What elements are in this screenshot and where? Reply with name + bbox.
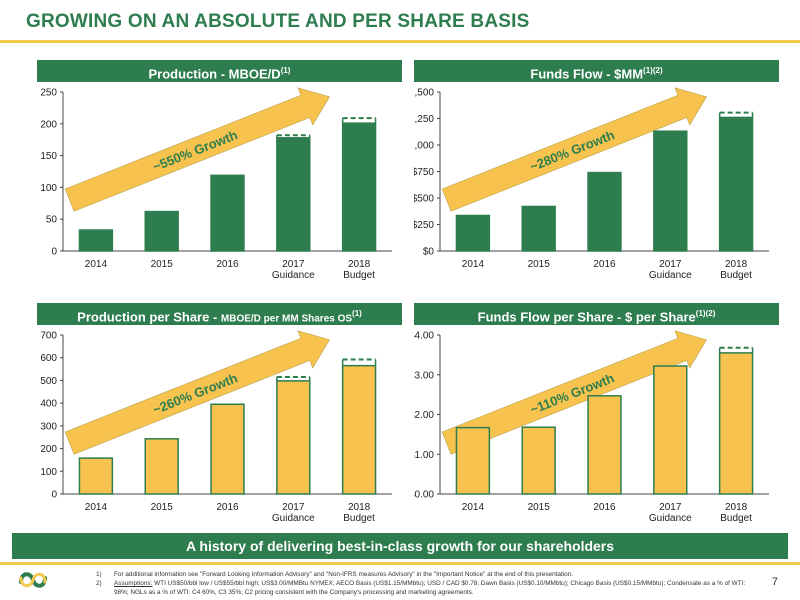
x-tick-label: 2014 — [85, 502, 108, 513]
tagline-banner: A history of delivering best-in-class gr… — [12, 533, 788, 559]
bar-2016 — [210, 174, 245, 252]
y-tick-label: $1.00 — [414, 450, 434, 461]
funds-flow-per-share-chart-title: Funds Flow per Share - $ per Share(1)(2) — [414, 303, 779, 325]
y-tick-label: $0 — [423, 247, 435, 258]
y-tick-label: $1,500 — [414, 88, 434, 99]
bar-2017 — [653, 365, 688, 495]
bar-2017 — [276, 137, 311, 252]
funds-flow-per-share-chart-panel: Funds Flow per Share - $ per Share(1)(2)… — [414, 303, 779, 524]
production-per-share-chart-title: Production per Share - MBOE/D per MM Sha… — [37, 303, 402, 325]
x-tick-label: Guidance — [649, 513, 692, 524]
company-logo-icon — [19, 572, 47, 588]
x-tick-label: 2018 — [348, 259, 371, 270]
x-tick-label: 2017 — [282, 259, 305, 270]
bar-2014 — [455, 426, 491, 495]
page-number: 7 — [771, 576, 778, 588]
funds-flow-chart-panel: Funds Flow - $MM(1)(2) $0 $250 $500 $750 $1,… — [414, 60, 779, 281]
growth-arrow-shape — [64, 330, 330, 455]
y-tick-label: 0 — [51, 247, 57, 258]
title-divider — [0, 40, 800, 43]
bar-2014 — [78, 457, 114, 495]
page-title: GROWING ON AN ABSOLUTE AND PER SHARE BAS… — [26, 11, 530, 32]
y-tick-label: $750 — [414, 167, 434, 178]
y-tick-label: 250 — [40, 88, 57, 99]
x-tick-label: Budget — [343, 270, 375, 281]
x-tick-label: Budget — [343, 513, 375, 524]
x-tick-label: 2017 — [282, 502, 305, 513]
y-tick-label: 400 — [40, 399, 57, 410]
y-tick-label: $500 — [414, 194, 434, 205]
y-tick-label: 700 — [40, 331, 57, 342]
x-tick-label: 2018 — [725, 502, 748, 513]
funds-flow-chart-title: Funds Flow - $MM(1)(2) — [414, 60, 779, 82]
footer-divider — [0, 562, 800, 565]
y-tick-label: $4.00 — [414, 331, 434, 342]
bar-2016 — [587, 395, 622, 495]
y-tick-label: $2.00 — [414, 410, 434, 421]
y-tick-label: 150 — [40, 151, 57, 162]
funds-flow-per-share-chart: $0.00$1.00$2.00$3.00$4.00~110% Growth201… — [414, 330, 769, 524]
production-chart-panel: Production - MBOE/D(1) 0 50 100 150 200 250 ~5… — [37, 60, 402, 281]
x-tick-label: 2016 — [593, 259, 616, 270]
y-tick-label: 200 — [40, 119, 57, 130]
bar-2015 — [521, 205, 556, 252]
bar-2016 — [210, 403, 245, 495]
bar-2015 — [144, 438, 179, 495]
bar-2015 — [521, 426, 556, 495]
y-tick-label: $1,000 — [414, 141, 434, 152]
x-tick-label: Guidance — [272, 513, 315, 524]
production-per-share-chart-panel: Production per Share - MBOE/D per MM Sha… — [37, 303, 402, 524]
x-tick-label: 2016 — [593, 502, 616, 513]
production-chart-title: Production - MBOE/D(1) — [37, 60, 402, 82]
y-tick-label: 50 — [46, 215, 58, 226]
funds-flow-chart: $0$250$500$750$1,000$1,250$1,500~280% Gr… — [414, 87, 769, 281]
x-tick-label: 2018 — [725, 259, 748, 270]
x-tick-label: 2015 — [528, 259, 551, 270]
x-tick-label: Guidance — [272, 270, 315, 281]
footnote-1: 1) For additional information see "Forwa… — [96, 571, 574, 578]
x-tick-label: 2018 — [348, 502, 371, 513]
x-tick-label: 2015 — [151, 259, 174, 270]
x-tick-label: Budget — [720, 513, 752, 524]
y-tick-label: $250 — [414, 220, 434, 231]
bar-2017 — [653, 130, 688, 252]
x-tick-label: 2015 — [528, 502, 551, 513]
growth-arrow-shape — [441, 330, 707, 455]
growth-arrow-shape — [64, 87, 330, 212]
x-tick-label: 2014 — [85, 259, 108, 270]
x-tick-label: 2014 — [462, 259, 485, 270]
x-tick-label: 2017 — [659, 259, 682, 270]
x-tick-label: Guidance — [649, 270, 692, 281]
bar-2018 — [341, 364, 377, 495]
x-tick-label: 2017 — [659, 502, 682, 513]
x-tick-label: Budget — [720, 270, 752, 281]
y-tick-label: $0.00 — [414, 490, 434, 501]
bar-2018 — [341, 122, 377, 252]
y-tick-label: $1,250 — [414, 114, 434, 125]
x-tick-label: 2015 — [151, 502, 174, 513]
y-tick-label: 0 — [51, 490, 57, 501]
y-tick-label: 500 — [40, 376, 57, 387]
bar-2016 — [587, 171, 622, 252]
bar-2014 — [78, 229, 114, 252]
bar-2018 — [718, 352, 754, 495]
bar-2018 — [718, 116, 754, 252]
x-tick-label: 2014 — [462, 502, 485, 513]
y-tick-label: 600 — [40, 353, 57, 364]
bar-2014 — [455, 214, 491, 252]
y-tick-label: 300 — [40, 421, 57, 432]
x-tick-label: 2016 — [216, 502, 239, 513]
bar-2015 — [144, 210, 179, 252]
bar-2017 — [276, 380, 311, 495]
footnotes: 1) For additional information see "Forwa… — [96, 570, 756, 597]
x-tick-label: 2016 — [216, 259, 239, 270]
y-tick-label: 200 — [40, 444, 57, 455]
footnote-2: 2) Assumptions: WTI US$50/bbl low / US$5… — [96, 580, 746, 596]
y-tick-label: 100 — [40, 183, 57, 194]
y-tick-label: $3.00 — [414, 370, 434, 381]
growth-arrow-shape — [441, 87, 707, 212]
y-tick-label: 100 — [40, 467, 57, 478]
